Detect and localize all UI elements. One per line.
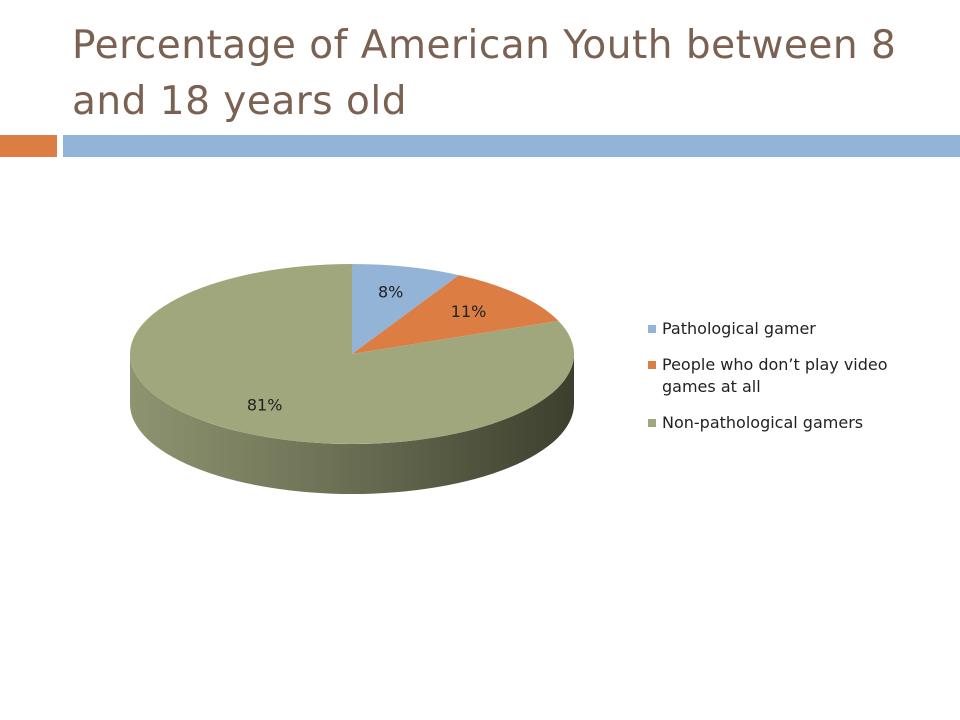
legend-swatch xyxy=(648,419,656,427)
legend-swatch xyxy=(648,325,656,333)
legend-item: People who don’t play video games at all xyxy=(648,354,928,398)
legend-label: People who don’t play video games at all xyxy=(662,355,888,396)
legend-label: Non-pathological gamers xyxy=(662,413,864,432)
legend-item: Pathological gamer xyxy=(648,318,928,340)
pie-slice xyxy=(352,264,459,354)
data-label: 11% xyxy=(451,302,487,321)
pie: 8% 11% 81% xyxy=(130,264,574,494)
legend: Pathological gamer People who don’t play … xyxy=(648,318,928,448)
legend-item: Non-pathological gamers xyxy=(648,412,928,434)
accent-bar xyxy=(63,135,960,157)
pie-side xyxy=(130,354,574,494)
data-label: 81% xyxy=(247,396,283,415)
legend-label: Pathological gamer xyxy=(662,319,816,338)
pie-slice xyxy=(130,264,574,444)
data-label: 8% xyxy=(378,282,403,301)
accent-bar xyxy=(0,135,57,157)
legend-swatch xyxy=(648,361,656,369)
chart-title: Percentage of American Youth between 8 a… xyxy=(72,23,897,124)
pie-slice xyxy=(352,275,559,354)
